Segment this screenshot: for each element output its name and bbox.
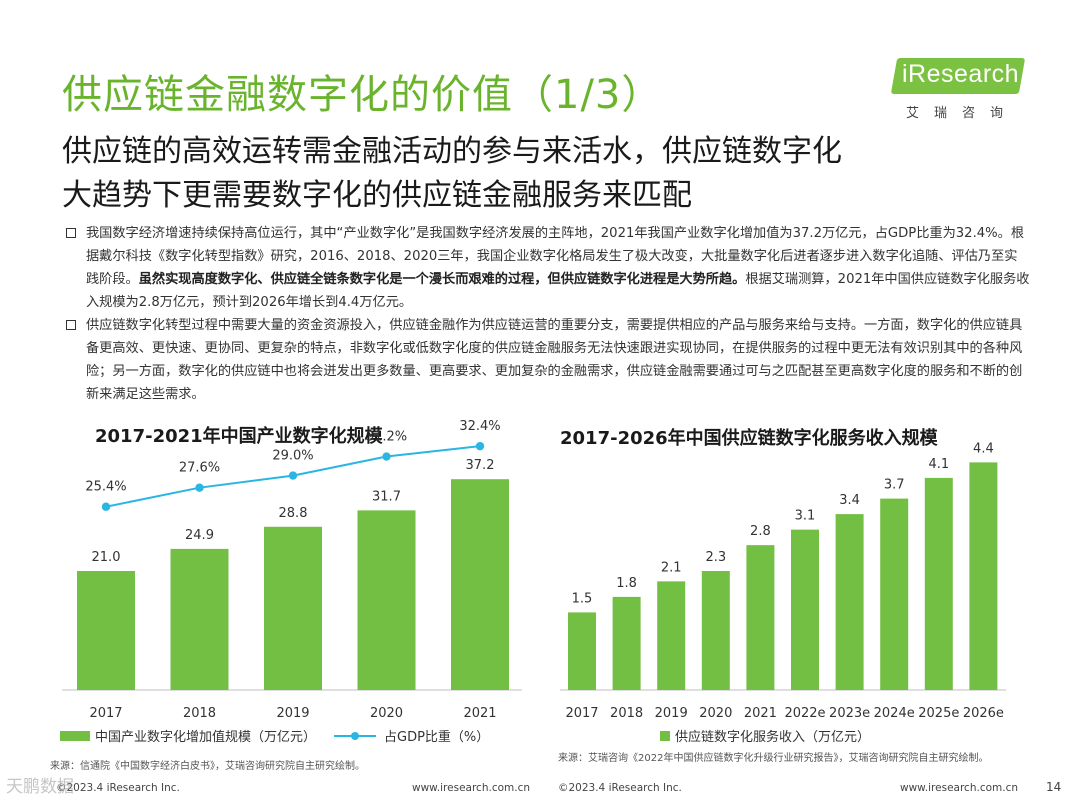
line-value-label: 31.2%	[366, 430, 407, 445]
footer-copyright-right: ©2023.4 iResearch Inc.	[558, 782, 682, 794]
bar-value-label: 3.7	[884, 478, 905, 493]
bar-industry-digital-2017	[77, 571, 135, 690]
x-tick-label: 2017	[89, 706, 122, 721]
x-tick-label: 2022e	[784, 706, 825, 721]
bar-value-label: 2.8	[750, 524, 771, 539]
bar-value-label: 21.0	[92, 550, 121, 565]
legend-bar-label: 中国产业数字化增加值规模（万亿元）	[95, 729, 316, 745]
x-tick-label: 2023e	[829, 706, 870, 721]
bullet-text: 我国数字经济增速持续保持高位运行，其中“产业数字化”是我国数字经济发展的主阵地，…	[86, 226, 1025, 287]
page-title: 供应链金融数字化的价值（1/3）	[62, 72, 663, 118]
line-value-label: 29.0%	[272, 449, 313, 464]
bar-value-label: 3.4	[839, 493, 860, 508]
line-value-label: 27.6%	[179, 461, 220, 476]
line-value-label: 25.4%	[85, 480, 126, 495]
gdp-share-point	[475, 441, 485, 451]
line-value-label: 32.4%	[459, 419, 500, 434]
bar-value-label: 1.5	[572, 591, 593, 606]
gdp-share-point	[288, 471, 298, 480]
bar-industry-digital-2018	[170, 548, 229, 690]
page-subtitle: 供应链的高效运转需金融活动的参与来活水，供应链数字化 大趋势下更需要数字化的供应…	[62, 130, 842, 218]
bullet-text: 根据艾瑞测算，2021年中国供应链数字化服务收入规模为2.8万亿元，预计到202…	[86, 272, 1030, 310]
x-tick-label: 2020	[370, 706, 403, 721]
source-note-right: 来源：艾瑞咨询《2022年中国供应链数字化升级行业研究报告》，艾瑞咨询研究院自主…	[558, 753, 989, 764]
square-bullet-icon	[66, 320, 76, 330]
watermark: 天鹏数据	[6, 777, 74, 797]
bar-supply-chain-revenue-2024e	[880, 498, 909, 690]
bar-supply-chain-revenue-2026e	[969, 462, 998, 690]
bullet-item: 我国数字经济增速持续保持高位运行，其中“产业数字化”是我国数字经济发展的主阵地，…	[64, 222, 1030, 314]
x-tick-label: 2024e	[874, 706, 915, 721]
x-tick-label: 2019	[655, 706, 688, 721]
page-number: 14	[1046, 780, 1062, 794]
bar-supply-chain-revenue-2018	[612, 596, 641, 690]
gdp-share-point	[195, 483, 204, 492]
bar-supply-chain-revenue-2021	[746, 545, 775, 690]
legend-bar-swatch	[60, 731, 90, 741]
bullet-list: 我国数字经济增速持续保持高位运行，其中“产业数字化”是我国数字经济发展的主阵地，…	[64, 222, 1030, 406]
bar-value-label: 2.3	[705, 550, 726, 565]
bar-supply-chain-revenue-2020	[701, 571, 730, 690]
subtitle-line-1: 供应链的高效运转需金融活动的参与来活水，供应链数字化	[62, 134, 842, 169]
bar-supply-chain-revenue-2022e	[791, 529, 819, 690]
bullet-text: 供应链数字化转型过程中需要大量的资金资源投入，供应链金融作为供应链运营的重要分支…	[86, 318, 1023, 402]
x-tick-label: 2025e	[918, 706, 959, 721]
chart-title-left: 2017-2021年中国产业数字化规模	[95, 426, 383, 447]
bar-value-label: 4.1	[928, 457, 949, 472]
x-tick-label: 2021	[463, 706, 496, 721]
bar-supply-chain-revenue-2019	[657, 581, 686, 690]
gdp-share-point	[101, 502, 111, 511]
bar-value-label: 3.1	[795, 509, 816, 524]
bullet-bold-text: 虽然实现高度数字化、供应链全链条数字化是一个漫长而艰难的过程，但供应链数字化进程…	[138, 272, 746, 287]
footer-url-left: www.iresearch.com.cn	[412, 782, 531, 794]
gdp-share-point	[382, 452, 391, 461]
footer-url-right: www.iresearch.com.cn	[900, 782, 1019, 794]
logo-brand: iResearch	[902, 60, 1020, 88]
bar-value-label: 28.8	[279, 506, 308, 521]
bar-value-label: 4.4	[973, 441, 994, 456]
bar-industry-digital-2021	[451, 479, 509, 690]
legend-bar-swatch-right	[660, 731, 670, 741]
x-tick-label: 2019	[276, 706, 309, 721]
x-tick-label: 2021	[744, 706, 777, 721]
square-bullet-icon	[66, 228, 76, 238]
bar-industry-digital-2019	[264, 526, 322, 690]
iresearch-logo: iResearch 艾瑞咨询	[890, 58, 1029, 126]
chart-title-right: 2017-2026年中国供应链数字化服务收入规模	[560, 428, 938, 449]
x-tick-label: 2018	[183, 706, 216, 721]
bar-value-label: 1.8	[616, 576, 637, 591]
bar-industry-digital-2020	[357, 510, 416, 690]
bar-value-label: 24.9	[185, 528, 214, 543]
bar-value-label: 2.1	[661, 560, 682, 575]
bar-supply-chain-revenue-2023e	[835, 514, 864, 690]
bar-supply-chain-revenue-2025e	[924, 477, 953, 690]
logo-subtitle: 艾瑞咨询	[906, 106, 1019, 121]
bar-supply-chain-revenue-2017	[568, 612, 596, 690]
bar-value-label: 37.2	[466, 458, 495, 473]
legend-line-marker	[351, 732, 359, 740]
legend-line-label: 占GDP比重（%）	[384, 729, 489, 745]
x-tick-label: 2017	[565, 706, 598, 721]
source-note-left: 来源：信通院《中国数字经济白皮书》，艾瑞咨询研究院自主研究绘制。	[50, 761, 365, 772]
legend-bar-label-right: 供应链数字化服务收入（万亿元）	[675, 729, 870, 745]
x-tick-label: 2020	[699, 706, 732, 721]
bullet-item: 供应链数字化转型过程中需要大量的资金资源投入，供应链金融作为供应链运营的重要分支…	[64, 314, 1030, 406]
subtitle-line-2: 大趋势下更需要数字化的供应链金融服务来匹配	[62, 178, 692, 213]
x-tick-label: 2026e	[963, 706, 1004, 721]
x-tick-label: 2018	[610, 706, 643, 721]
bar-value-label: 31.7	[372, 489, 401, 504]
footer-copyright-left: ©2023.4 iResearch Inc.	[56, 782, 180, 794]
